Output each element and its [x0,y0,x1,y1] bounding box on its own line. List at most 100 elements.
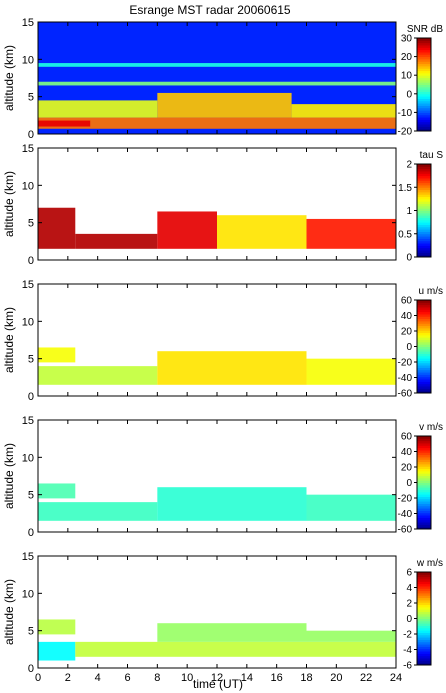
x-tick-label: 2 [65,672,71,684]
data-region [157,351,307,385]
data-region-group [38,619,396,661]
colorbar-tick-label: 0 [406,614,412,625]
colorbar-tick-label: 0 [406,89,412,100]
figure-title: Esrange MST radar 20060615 [129,3,291,17]
y-axis-label: altitude (km) [2,579,16,645]
colorbar-tick-label: 10 [401,71,413,82]
panel-4: 0 5 10 15 altitude (km) -60 -40 -20 0 20 40 60 v m/s [2,415,443,539]
data-region-group [38,483,396,521]
y-axis-label: altitude (km) [2,443,16,509]
colorbar-tick-label: 40 [401,447,413,458]
x-tick-label: 12 [211,672,223,684]
y-tick-label: 10 [22,180,34,192]
data-region [157,211,217,249]
colorbar-tick-label: -10 [398,108,413,119]
data-region [157,487,307,521]
y-tick-label: 10 [22,316,34,328]
y-tick-label: 15 [22,415,34,427]
colorbar: -60 -40 -20 0 20 40 60 v m/s [398,422,443,536]
colorbar-tick-label: 0 [406,478,412,489]
data-region [38,641,76,661]
x-tick-label: 8 [154,672,160,684]
y-tick-label: 15 [22,279,34,291]
x-tick-label: 10 [181,672,193,684]
colorbar-tick-label: -60 [398,525,413,536]
y-tick-label: 10 [22,588,34,600]
colorbar-tick-label: 60 [401,296,413,307]
x-axis-label: time (UT) [193,677,243,691]
data-region [157,92,292,118]
data-region [306,218,396,249]
data-region [306,358,396,385]
colorbar-label: v m/s [419,422,443,433]
x-tick-label: 22 [360,672,372,684]
y-axis-label: altitude (km) [2,307,16,373]
colorbar-tick-label: -6 [403,661,412,672]
colorbar-tick-label: 40 [401,311,413,322]
y-tick-label: 15 [22,143,34,155]
colorbar-tick-label: 1.5 [398,183,412,194]
colorbar-tick-label: -40 [398,373,413,384]
y-axis-label: altitude (km) [2,171,16,237]
x-tick-label: 18 [300,672,312,684]
data-region-group [38,207,396,249]
y-tick-label: 5 [28,490,34,502]
data-region-group [38,347,396,385]
data-region [38,207,76,249]
colorbar-tick-label: 1 [406,206,412,217]
data-region [306,494,396,521]
y-tick-label: 0 [28,255,34,267]
colorbar: -6 -4 -2 0 2 4 6 w m/s [403,558,443,672]
y-tick-label: 0 [28,391,34,403]
colorbar-tick-label: 30 [401,34,413,45]
colorbar-tick-label: -20 [398,358,413,369]
y-tick-label: 15 [22,17,34,29]
data-region [38,100,158,118]
x-tick-label: 24 [390,672,402,684]
colorbar-label: u m/s [419,286,443,297]
colorbar-tick-label: 20 [401,463,413,474]
colorbar-tick-label: 2 [406,160,412,171]
data-region [217,215,307,249]
y-tick-label: 5 [28,218,34,230]
data-region [38,347,76,363]
y-tick-label: 0 [28,129,34,141]
x-tick-label: 20 [330,672,342,684]
colorbar: -60 -40 -20 0 20 40 60 u m/s [398,286,443,400]
y-tick-label: 15 [22,551,34,563]
data-region [38,63,396,67]
data-region [38,117,396,129]
x-tick-label: 16 [271,672,283,684]
data-region [38,366,158,385]
colorbar-label: SNR dB [407,24,443,35]
data-region [157,623,307,642]
colorbar-tick-label: -20 [398,494,413,505]
colorbar-tick-label: 6 [406,568,412,579]
colorbar-tick-label: 0 [406,253,412,264]
colorbar-label: tau S [420,150,444,161]
x-tick-label: 4 [95,672,101,684]
data-region [38,483,76,499]
y-tick-label: 5 [28,92,34,104]
colorbar-tick-label: 4 [406,583,412,594]
colorbar-tick-label: 20 [401,327,413,338]
colorbar-tick-label: -20 [398,127,413,138]
data-region [306,630,396,642]
colorbar-tick-label: 2 [406,599,412,610]
data-region [38,120,91,127]
y-tick-label: 0 [28,663,34,675]
data-region [75,233,158,249]
colorbar-tick-label: 60 [401,432,413,443]
colorbar-frame [416,37,432,132]
x-tick-label: 0 [35,672,41,684]
data-region [38,81,396,86]
x-tick-label: 6 [124,672,130,684]
data-region [38,619,76,635]
panel-3: 0 5 10 15 altitude (km) -60 -40 -20 0 20 40 60 u m/s [2,279,443,403]
y-tick-label: 5 [28,354,34,366]
